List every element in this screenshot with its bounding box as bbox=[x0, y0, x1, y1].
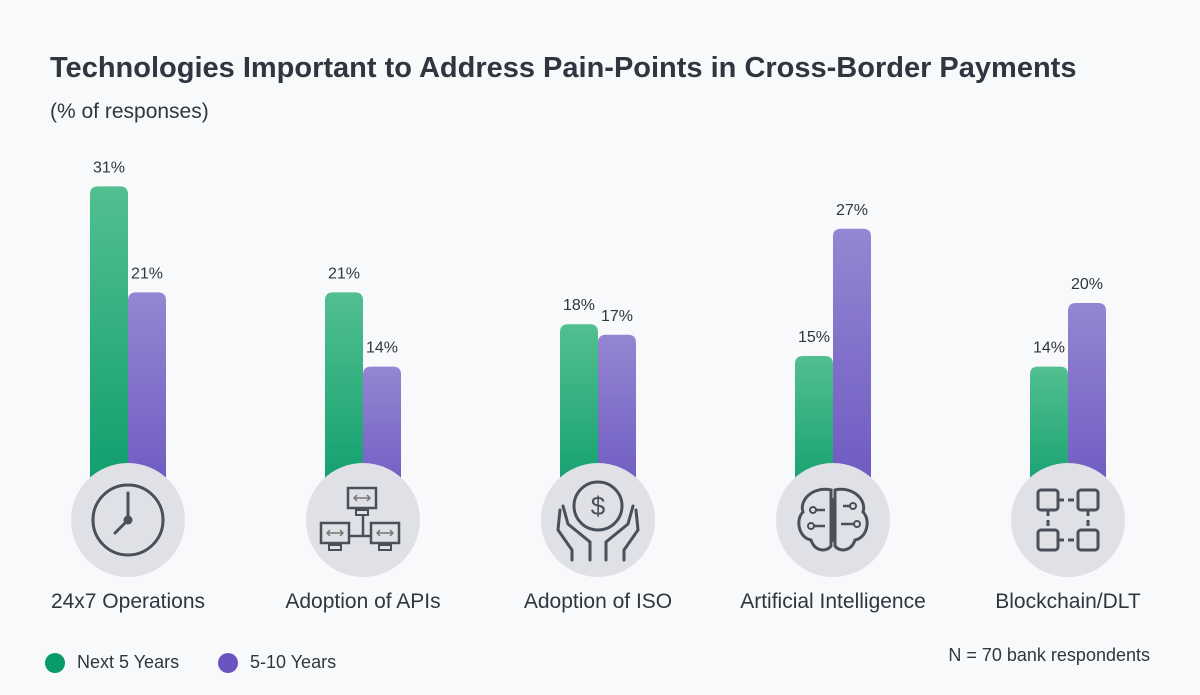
bar-5-10-years bbox=[833, 228, 871, 516]
legend-item-next-5-years: Next 5 Years bbox=[45, 652, 179, 673]
sample-note: N = 70 bank respondents bbox=[948, 645, 1150, 665]
bar-5-10-years bbox=[1068, 303, 1106, 515]
data-label: 20% bbox=[1071, 276, 1103, 293]
legend-label: Next 5 Years bbox=[77, 652, 180, 672]
data-label: 17% bbox=[601, 308, 633, 325]
data-label: 21% bbox=[131, 265, 163, 282]
hands-dollar-coin-icon: $ bbox=[556, 480, 640, 562]
data-label: 14% bbox=[1033, 340, 1065, 357]
clock-icon bbox=[91, 483, 165, 557]
bar-5-10-years bbox=[128, 292, 166, 515]
legend-item-5-10-years: 5-10 Years bbox=[218, 652, 336, 673]
category-label: 24x7 Operations bbox=[50, 590, 206, 613]
data-label: 21% bbox=[328, 265, 360, 282]
legend-label: 5-10 Years bbox=[250, 652, 337, 672]
category-label: Artificial Intelligence bbox=[740, 590, 926, 613]
legend-swatch bbox=[45, 652, 65, 673]
category-label: Blockchain/DLT bbox=[995, 590, 1141, 613]
svg-text:$: $ bbox=[591, 491, 606, 521]
chart-title: Technologies Important to Address Pain-P… bbox=[50, 52, 1077, 84]
data-label: 18% bbox=[563, 297, 595, 314]
category-label: Adoption of APIs bbox=[285, 590, 441, 613]
data-label: 31% bbox=[93, 159, 125, 176]
bar-next-5-years bbox=[90, 186, 128, 515]
brain-circuit-icon bbox=[797, 487, 869, 552]
icon-circle bbox=[1011, 463, 1125, 577]
blockchain-blocks-icon bbox=[1036, 488, 1100, 552]
bar-next-5-years bbox=[325, 292, 363, 515]
data-label: 15% bbox=[798, 329, 830, 346]
data-label: 27% bbox=[836, 202, 868, 219]
networked-computers-icon bbox=[319, 486, 401, 551]
chart-subtitle: (% of responses) bbox=[50, 100, 209, 123]
data-label: 14% bbox=[366, 340, 398, 357]
category-label: Adoption of ISO bbox=[523, 590, 673, 613]
legend-swatch bbox=[218, 652, 238, 673]
